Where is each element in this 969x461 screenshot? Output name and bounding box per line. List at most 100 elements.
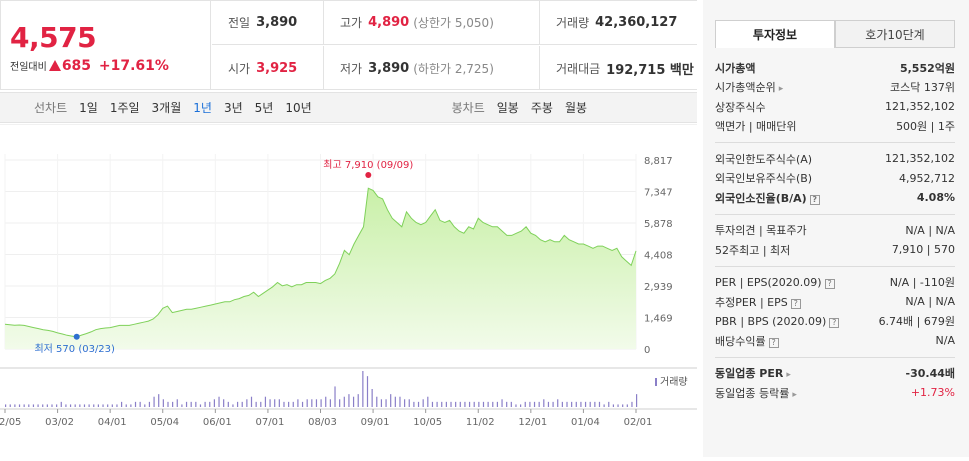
volume-bar (223, 399, 225, 407)
volume-bar (603, 404, 605, 407)
per-value: N/A | -110원 (889, 276, 955, 290)
info-row: PBR | BPS (2020.09)? 6.74배 | 679원 (715, 312, 955, 332)
par-label: 액면가 | 매매단위 (715, 120, 797, 134)
x-tick-label: 01/04 (571, 417, 600, 428)
volume-bar (626, 404, 628, 407)
volume-bar (93, 404, 95, 407)
y-tick-label: 7,347 (644, 188, 673, 199)
volume-bar (116, 404, 118, 407)
help-icon[interactable]: ? (790, 298, 801, 309)
tab-weekly[interactable]: 주봉 (530, 101, 553, 115)
volume-bar (204, 401, 206, 407)
foreign-ratio-label: 외국인소진율(B/A) (715, 191, 807, 205)
volume-bar (529, 401, 531, 407)
tab-daily[interactable]: 일봉 (496, 101, 519, 115)
stock-main-panel: 4,575 전일대비 685 +17.61% 전일 3,890 고가 4,890 (상한… (0, 0, 697, 457)
chevron-right-icon[interactable]: ▸ (792, 389, 797, 400)
tab-monthly[interactable]: 월봉 (564, 101, 588, 115)
x-tick-label: 11/02 (466, 417, 495, 428)
volume-bar (97, 404, 99, 407)
invest-tabs: 투자정보 호가10단계 (715, 20, 955, 48)
volume-bar (543, 399, 545, 407)
x-tick-label: 08/03 (308, 417, 337, 428)
volume-bar (422, 399, 424, 407)
volume-bar (255, 401, 257, 407)
volume-bar (399, 396, 401, 407)
x-tick-label: 06/01 (203, 417, 232, 428)
tab-orderbook[interactable]: 호가10단계 (835, 20, 955, 48)
volume-bar (32, 404, 35, 407)
prev-close-label: 전일 (228, 16, 251, 30)
volume-bar (450, 401, 452, 407)
volume-bar (162, 399, 164, 407)
volume-bar (148, 401, 151, 407)
volume-bar (436, 401, 438, 407)
volume-bar (185, 401, 188, 407)
volume-bar (348, 394, 350, 407)
tab-1w[interactable]: 1주일 (109, 101, 140, 115)
volume-bar (130, 404, 132, 407)
low-annotation: 최저 570 (03/23) (34, 343, 115, 355)
help-icon[interactable]: ? (824, 278, 835, 289)
per-label: PER | EPS(2020.09) (715, 275, 822, 289)
info-row: 추정PER | EPS? N/A | N/A (715, 292, 955, 312)
volume-bar (538, 401, 540, 407)
volume-bar (612, 404, 615, 407)
volume-bar (56, 404, 58, 407)
volume-bar (134, 401, 137, 407)
volume-bar (301, 401, 304, 407)
info-row: 외국인소진율(B/A)? 4.08% (715, 188, 955, 208)
low-value: 3,890 (368, 60, 410, 76)
info-row: 52주최고 | 최저 7,910 | 570 (715, 240, 955, 260)
tab-invest-info[interactable]: 투자정보 (715, 20, 835, 48)
period-tabs: 선차트 1일 1주일 3개월 1년 3년 5년 10년 봉차트 일봉 주봉 월봉 (0, 92, 697, 123)
rank-label: 시가총액순위 (715, 81, 776, 95)
high-annotation: 최고 7,910 (09/09) (323, 159, 413, 171)
volume-bar (376, 396, 378, 407)
volume-bar (139, 401, 141, 407)
volume-bar (28, 404, 30, 407)
high-label: 고가 (340, 16, 363, 30)
volume-bar (394, 396, 396, 407)
current-price: 4,575 (10, 21, 97, 54)
help-icon[interactable]: ? (809, 194, 820, 205)
volume-bar (278, 399, 280, 407)
foreign-hold-label: 외국인보유주식수(B) (715, 172, 813, 186)
volume-bar (584, 401, 587, 407)
volume-bar (120, 401, 123, 407)
lower-limit: (하한가 2,725) (413, 61, 494, 76)
volume-bar (315, 399, 318, 407)
tab-3m[interactable]: 3개월 (151, 101, 182, 115)
volume-bar (83, 404, 86, 407)
divider (715, 356, 955, 358)
price-chart[interactable]: 8,817 7,347 5,878 4,408 2,939 1,469 0 02/05 03/0… (0, 123, 697, 457)
volume-bar (274, 399, 276, 407)
tab-3y[interactable]: 3년 (223, 101, 243, 115)
info-row: 시가총액순위 ▸ 코스닥 137위 (715, 78, 955, 98)
chevron-right-icon[interactable]: ▸ (786, 370, 791, 381)
volume-bar (515, 404, 517, 407)
divider (715, 213, 955, 215)
pbr-value: 6.74배 | 679원 (878, 315, 955, 329)
tab-5y[interactable]: 5년 (254, 101, 274, 115)
info-row: PER | EPS(2020.09)? N/A | -110원 (715, 273, 955, 293)
chevron-right-icon[interactable]: ▸ (778, 84, 784, 95)
tab-10y[interactable]: 10년 (285, 101, 312, 115)
industry-per-label: 동일업종 PER (715, 367, 784, 381)
y-tick-label: 1,469 (644, 314, 673, 325)
quote-row-2: 시가 3,925 저가 3,890 (하한가 2,725) 거래대금 192,715 백… (212, 46, 697, 90)
tab-1y[interactable]: 1년 (193, 101, 212, 115)
volume-bar (362, 371, 364, 407)
help-icon[interactable]: ? (768, 337, 779, 348)
volume-bar (441, 401, 443, 407)
info-row: 외국인한도주식수(A) 121,352,102 (715, 149, 955, 169)
volume-bar (487, 401, 489, 407)
volume-bar (492, 401, 494, 407)
upper-limit: (상한가 5,050) (413, 16, 494, 30)
tab-1d[interactable]: 1일 (79, 101, 98, 115)
divider (715, 265, 955, 267)
info-row: 액면가 | 매매단위 500원 | 1주 (715, 117, 955, 137)
x-tick-label: 03/02 (45, 417, 74, 428)
help-icon[interactable]: ? (829, 317, 840, 328)
volume-bar (357, 394, 359, 407)
